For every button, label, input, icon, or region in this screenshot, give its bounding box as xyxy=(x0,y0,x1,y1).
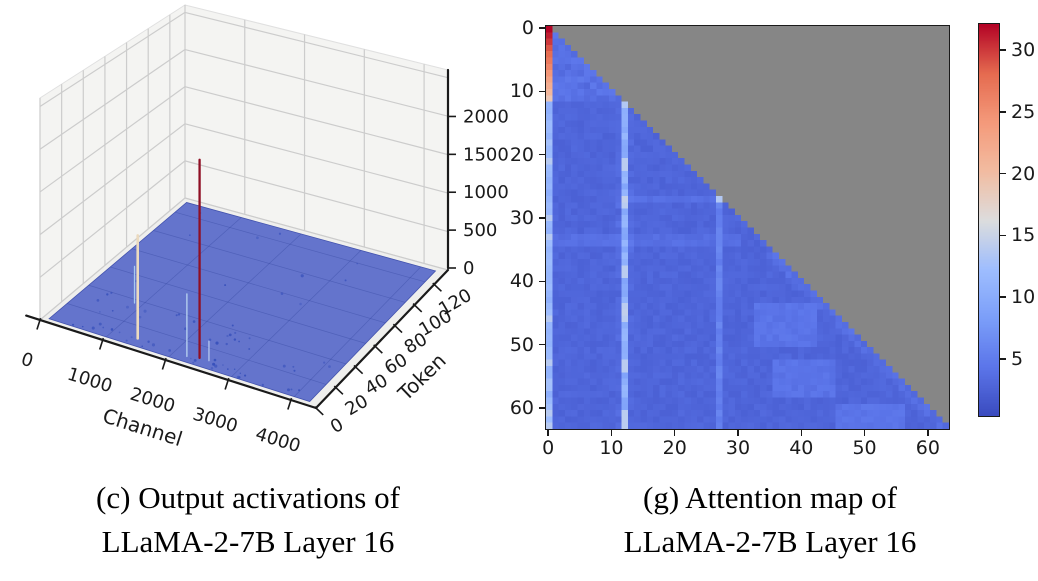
colorbar-tick-label: 20 xyxy=(1011,162,1036,185)
z-tick-label: 0 xyxy=(463,258,474,279)
attention-heatmap xyxy=(545,25,950,430)
heatmap-y-tick xyxy=(539,343,545,346)
z-tick-label: 1500 xyxy=(463,144,509,165)
heatmap-x-tick xyxy=(737,430,739,436)
token-tick-label: 0 xyxy=(327,414,347,438)
left-caption: (c) Output activations of LLaMA-2-7B Lay… xyxy=(28,476,468,564)
heatmap-y-tick xyxy=(539,27,545,29)
heatmap-x-tick xyxy=(863,430,866,436)
colorbar-tick-label: 10 xyxy=(1011,286,1036,309)
z-tick-label: 1000 xyxy=(463,182,509,203)
heatmap-y-tick xyxy=(539,90,545,93)
colorbar-tick xyxy=(1000,111,1006,113)
channel-tick-label: 0 xyxy=(18,349,35,372)
attention-heatmap-cells xyxy=(546,26,949,429)
z-tick-label: 2000 xyxy=(463,106,509,127)
heatmap-x-tick-label: 60 xyxy=(915,437,940,459)
surface-noise-dots xyxy=(71,212,358,392)
right-caption-line2: LLaMA-2-7B Layer 16 xyxy=(623,524,917,559)
heatmap-x-tick xyxy=(927,430,929,436)
heatmap-x-tick xyxy=(800,430,802,436)
heatmap-y-tick-label: 60 xyxy=(509,396,534,419)
z-tick-label: 500 xyxy=(463,220,497,241)
axis-ticks xyxy=(36,115,456,416)
heatmap-x-tick xyxy=(610,430,613,436)
heatmap-x-tick-label: 10 xyxy=(599,437,624,459)
heatmap-y-tick-label: 40 xyxy=(509,270,534,293)
left-caption-line1: (c) Output activations of xyxy=(96,480,400,515)
channel-tick-label: 3000 xyxy=(190,404,240,437)
heatmap-x-tick-label: 0 xyxy=(542,437,555,459)
heatmap-y-tick xyxy=(539,407,545,409)
left-caption-line2: LLaMA-2-7B Layer 16 xyxy=(101,524,395,559)
pane-gridlines xyxy=(39,5,449,321)
right-caption-line1: (g) Attention map of xyxy=(643,480,897,515)
heatmap-y-tick-label: 20 xyxy=(509,143,534,166)
colorbar-tick-label: 5 xyxy=(1011,347,1024,370)
heatmap-x-tick xyxy=(674,430,676,436)
activation-spikes xyxy=(133,158,210,362)
activation-surface xyxy=(48,202,437,402)
heatmap-x-tick-label: 20 xyxy=(662,437,687,459)
colorbar-tick xyxy=(1000,358,1006,360)
surface-gridlines xyxy=(67,211,426,397)
colorbar-tick-label: 30 xyxy=(1011,39,1036,62)
channel-axis xyxy=(25,314,318,410)
heatmap-y-tick-label: 10 xyxy=(509,80,534,103)
token-tick-label: 20 xyxy=(342,391,372,421)
heatmap-y-tick-label: 50 xyxy=(509,333,534,356)
colorbar xyxy=(978,23,1000,417)
token-axis xyxy=(314,268,450,410)
right-caption: (g) Attention map of LLaMA-2-7B Layer 16 xyxy=(550,476,990,564)
channel-tick-label: 1000 xyxy=(65,364,115,397)
colorbar-tick-label: 15 xyxy=(1011,224,1036,247)
channel-tick-label: 4000 xyxy=(253,424,303,457)
colorbar-tick xyxy=(1000,296,1006,298)
colorbar-tick xyxy=(1000,49,1006,51)
token-tick-label: 40 xyxy=(361,370,391,400)
colorbar-tick xyxy=(1000,172,1006,175)
axis-lines xyxy=(25,68,450,410)
heatmap-y-tick-label: 30 xyxy=(509,207,534,229)
heatmap-y-tick xyxy=(539,154,545,156)
colorbar-gradient xyxy=(979,24,999,416)
heatmap-x-tick xyxy=(547,430,549,436)
heatmap-y-tick-label: 0 xyxy=(521,17,534,40)
colorbar-tick xyxy=(1000,234,1006,237)
heatmap-x-tick-label: 30 xyxy=(725,437,751,459)
colorbar-tick-label: 25 xyxy=(1011,100,1036,123)
heatmap-y-tick xyxy=(539,280,545,282)
heatmap-y-tick xyxy=(539,217,545,219)
heatmap-x-tick-label: 50 xyxy=(852,437,877,459)
heatmap-x-tick-label: 40 xyxy=(789,437,814,459)
